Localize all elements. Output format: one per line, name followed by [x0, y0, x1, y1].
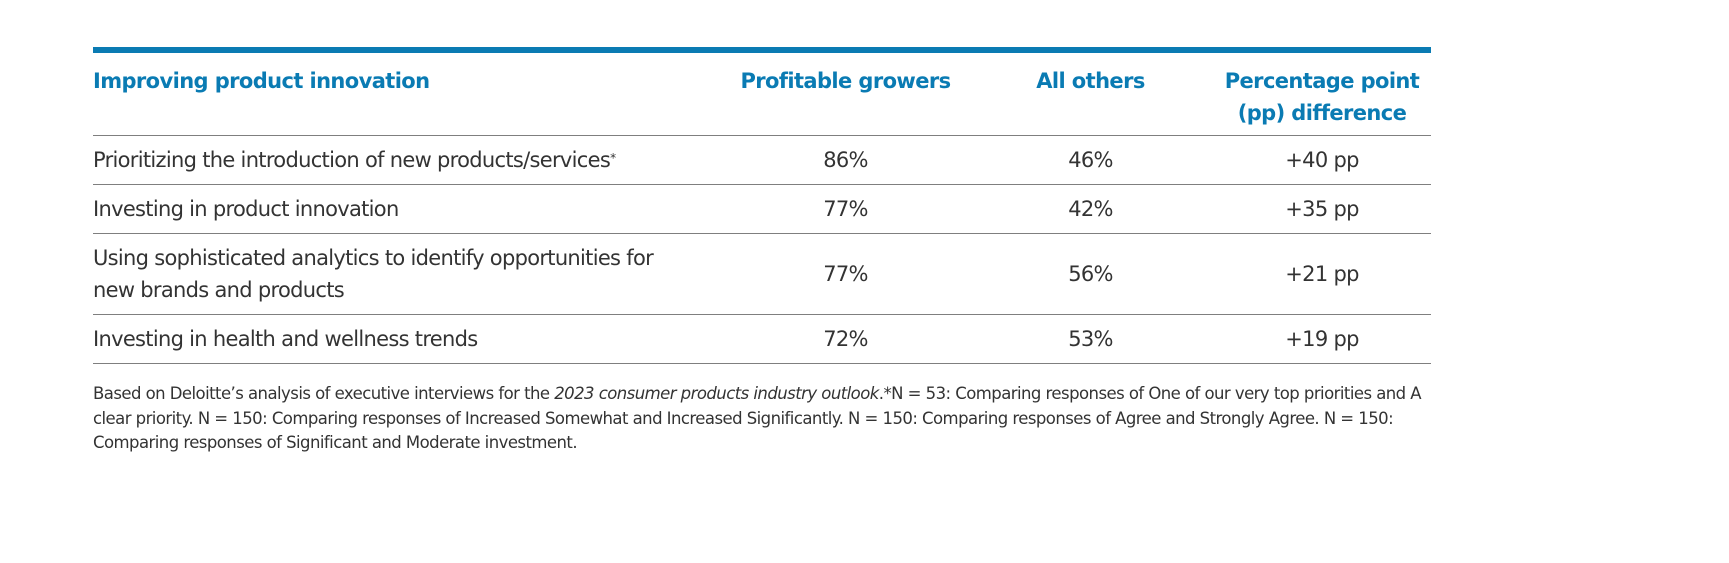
profitable-growers-value: 86%	[723, 135, 968, 185]
table-row: Investing in product innovation 77% 42% …	[93, 184, 1431, 234]
all-others-value: 53%	[968, 314, 1213, 364]
innovation-comparison-table: Improving product innovation Profitable …	[93, 53, 1431, 364]
pp-difference-value: +21 pp	[1213, 233, 1431, 315]
footnote-publication-title: 2023 consumer products industry outlook	[554, 384, 879, 403]
all-others-value: 56%	[968, 233, 1213, 315]
footnote-marker: *	[610, 151, 616, 165]
pp-difference-value: +40 pp	[1213, 135, 1431, 185]
all-others-value: 46%	[968, 135, 1213, 185]
row-label-text: Prioritizing the introduction of new pro…	[93, 148, 611, 172]
all-others-value: 42%	[968, 184, 1213, 234]
pp-difference-value: +35 pp	[1213, 184, 1431, 234]
header-all-others: All others	[968, 53, 1213, 136]
pp-difference-value: +19 pp	[1213, 314, 1431, 364]
header-pp-difference: Percentage point (pp) difference	[1213, 53, 1431, 136]
profitable-growers-value: 77%	[723, 184, 968, 234]
table-header-row: Improving product innovation Profitable …	[93, 53, 1431, 136]
row-label: Using sophisticated analytics to identif…	[93, 233, 723, 315]
header-profitable-growers: Profitable growers	[723, 53, 968, 136]
table-top-accent-bar	[93, 47, 1431, 53]
row-label: Investing in product innovation	[93, 184, 723, 234]
footnote-details: .*N = 53: Comparing responses of One of …	[93, 384, 1422, 452]
row-label: Prioritizing the introduction of new pro…	[93, 135, 723, 185]
comparison-table-container: Improving product innovation Profitable …	[93, 47, 1431, 364]
footnote-prefix: Based on Deloitte’s analysis of executiv…	[93, 384, 555, 403]
row-label: Investing in health and wellness trends	[93, 314, 723, 364]
source-footnote: Based on Deloitte’s analysis of executiv…	[93, 382, 1423, 456]
profitable-growers-value: 72%	[723, 314, 968, 364]
table-row: Investing in health and wellness trends …	[93, 314, 1431, 364]
profitable-growers-value: 77%	[723, 233, 968, 315]
table-row: Using sophisticated analytics to identif…	[93, 233, 1431, 315]
header-category: Improving product innovation	[93, 53, 723, 136]
table-row: Prioritizing the introduction of new pro…	[93, 135, 1431, 185]
